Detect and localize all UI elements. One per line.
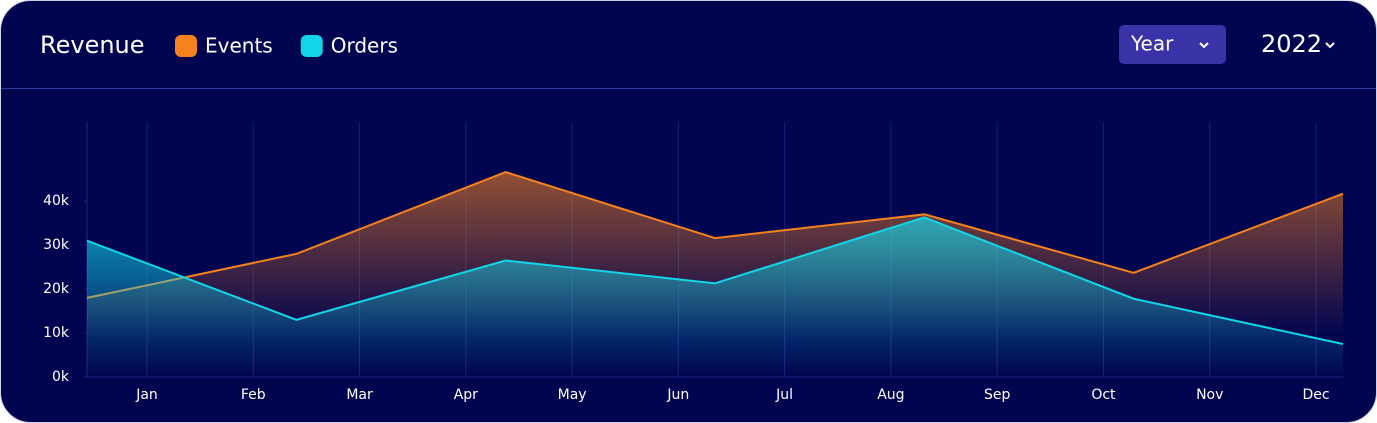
x-tick-label: Apr	[454, 387, 478, 403]
x-tick-label: Aug	[877, 387, 904, 403]
chevron	[1325, 42, 1335, 49]
x-tick-label: May	[558, 387, 587, 403]
chevron	[1199, 42, 1209, 49]
period-label: Year	[1130, 32, 1174, 56]
x-tick-label: Jun	[666, 387, 689, 403]
x-tick-label: Dec	[1302, 387, 1329, 403]
x-tick-label: Oct	[1091, 387, 1116, 403]
x-tick-label: Sep	[984, 387, 1011, 403]
x-tick-label: Jan	[135, 387, 158, 403]
legend-label: Events	[205, 34, 273, 58]
legend-swatch	[175, 35, 197, 57]
y-tick-label: 40k	[43, 193, 70, 209]
y-tick-label: 10k	[43, 325, 70, 341]
x-tick-label: Mar	[346, 387, 373, 403]
line	[86, 171, 1344, 299]
line	[86, 216, 1344, 346]
area	[87, 217, 1343, 377]
x-tick-label: Jul	[775, 387, 793, 403]
period-dropdown[interactable]	[1119, 25, 1226, 64]
legend: Events Orders	[175, 34, 398, 58]
chart-title: Revenue	[40, 31, 145, 59]
legend-label: Orders	[331, 34, 398, 58]
x-tick-label: Feb	[241, 387, 266, 403]
year-dropdown[interactable]: 2022	[1261, 30, 1322, 58]
y-tick-label: 30k	[43, 237, 70, 253]
y-tick-label: 20k	[43, 281, 70, 297]
y-tick-label: 0k	[52, 369, 70, 385]
legend-swatch	[300, 35, 323, 57]
x-tick-label: Nov	[1196, 387, 1223, 403]
